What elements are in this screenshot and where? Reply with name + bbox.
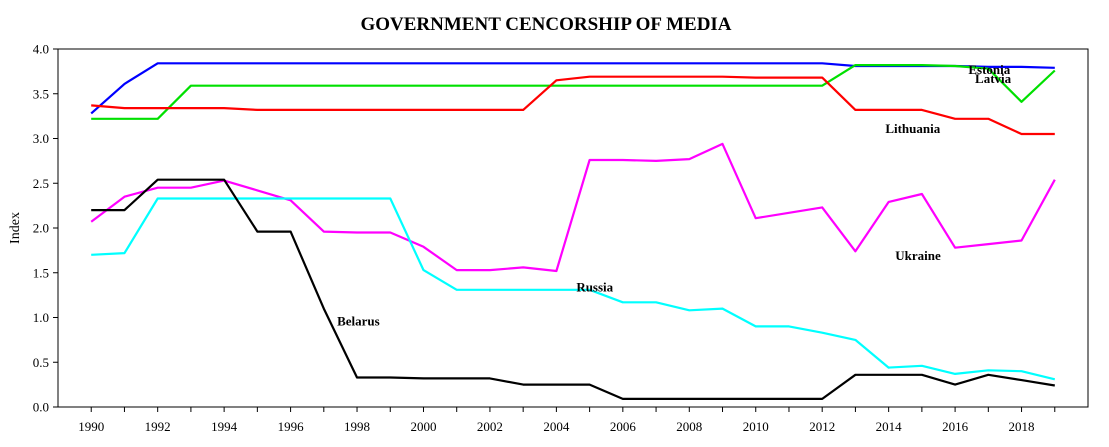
series-line-latvia — [91, 63, 1056, 120]
x-axis-ticks: 1990 1992 1994 1996 1998 2000 2002 2004 2006 2008… — [78, 407, 1056, 434]
series-line-russia — [91, 197, 1056, 381]
x-tick-label: 1992 — [145, 419, 171, 434]
series-lines — [90, 62, 1056, 400]
x-tick-label: 2018 — [1009, 419, 1035, 434]
series-label-lithuania: Lithuania — [885, 121, 940, 136]
y-tick-label: 1.5 — [33, 265, 49, 280]
x-tick-label: 2012 — [809, 419, 835, 434]
y-tick-label: 3.5 — [33, 86, 49, 101]
series-label-estonia: Estonia — [968, 62, 1010, 77]
y-tick-label: 2.0 — [33, 221, 49, 236]
y-axis-label: Index — [8, 212, 23, 244]
series-label-latvia: Latvia — [975, 71, 1012, 86]
y-tick-label: 1.0 — [33, 310, 49, 325]
series-line-belarus — [91, 178, 1055, 400]
x-tick-label: 2006 — [610, 419, 637, 434]
y-axis-ticks: 0.0 0.5 1.0 1.5 2.0 2.5 3.0 3.5 4.0 — [33, 42, 58, 415]
x-tick-label: 1996 — [278, 419, 305, 434]
series-label-russia: Russia — [576, 280, 613, 295]
x-tick-label: 2014 — [876, 419, 903, 434]
x-tick-label: 2000 — [410, 419, 436, 434]
chart-title: GOVERNMENT CENCORSHIP OF MEDIA — [360, 14, 731, 35]
x-tick-label: 2010 — [743, 419, 769, 434]
x-tick-label: 1990 — [78, 419, 104, 434]
y-tick-label: 3.0 — [33, 131, 49, 146]
y-tick-label: 0.5 — [33, 355, 49, 370]
x-tick-label: 2002 — [477, 419, 503, 434]
y-tick-label: 4.0 — [33, 42, 49, 57]
series-label-belarus: Belarus — [337, 314, 380, 329]
plot-frame — [57, 48, 1089, 408]
x-tick-label: 1994 — [211, 419, 238, 434]
x-tick-label: 2008 — [676, 419, 702, 434]
series-line-lithuania — [91, 75, 1055, 136]
y-tick-label: 2.5 — [33, 176, 49, 191]
series-line-estonia — [90, 62, 1055, 115]
y-tick-label: 0.0 — [33, 400, 49, 415]
x-tick-label: 1998 — [344, 419, 370, 434]
x-tick-label: 2004 — [543, 419, 570, 434]
x-tick-label: 2016 — [942, 419, 969, 434]
series-line-ukraine — [90, 142, 1056, 273]
series-label-ukraine: Ukraine — [895, 248, 941, 263]
